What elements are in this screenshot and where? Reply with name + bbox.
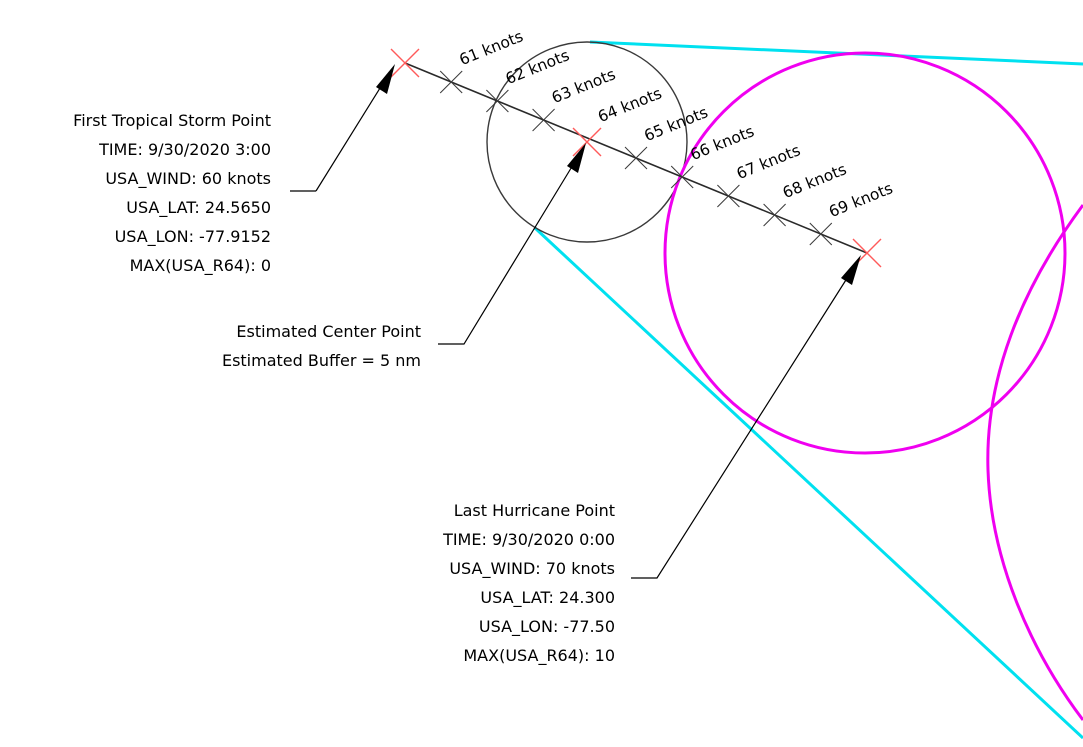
interpolated-point-marker — [763, 203, 786, 227]
swath-lower-edge — [533, 226, 1083, 740]
last-point-lon: USA_LON: -77.50 — [479, 617, 615, 637]
estimated-point-arrowhead — [567, 143, 586, 173]
estimated-point-annotation: Estimated Center Point Estimated Buffer … — [222, 322, 421, 370]
last-point-wind: USA_WIND: 70 knots — [449, 559, 615, 579]
last-point-leader — [631, 271, 852, 579]
last-point-lat: USA_LAT: 24.300 — [480, 588, 615, 608]
first-point-arrowhead — [376, 64, 395, 94]
last-point-r64: MAX(USA_R64): 10 — [463, 646, 615, 666]
estimated-point-title: Estimated Center Point — [236, 322, 421, 341]
estimated-point-buffer: Estimated Buffer = 5 nm — [222, 351, 421, 370]
first-point-lon: USA_LON: -77.9152 — [115, 227, 271, 247]
interpolated-wind-label: 66 knots — [688, 122, 757, 164]
interpolated-wind-label: 62 knots — [503, 46, 572, 88]
interpolated-point-marker — [670, 165, 694, 189]
first-point-marker — [390, 48, 420, 78]
last-point-time: TIME: 9/30/2020 0:00 — [442, 530, 615, 549]
swath-upper-edge — [589, 40, 1083, 66]
first-point-leader — [315, 79, 386, 192]
first-point-time: TIME: 9/30/2020 3:00 — [98, 140, 271, 159]
next-hurricane-buffer-arc — [986, 204, 1083, 721]
interpolated-wind-label: 67 knots — [734, 141, 803, 183]
first-point-wind: USA_WIND: 60 knots — [105, 169, 271, 189]
estimated-buffer-circle — [486, 41, 688, 243]
last-point-title: Last Hurricane Point — [454, 501, 615, 520]
interpolated-point-marker — [486, 89, 509, 113]
first-point-annotation: First Tropical Storm Point TIME: 9/30/20… — [73, 111, 271, 276]
interpolated-point-marker — [439, 70, 463, 94]
interpolated-wind-label: 64 knots — [595, 84, 664, 126]
first-point-title: First Tropical Storm Point — [73, 111, 271, 130]
last-point-arrowhead — [841, 255, 861, 285]
interpolated-wind-label: 61 knots — [457, 27, 526, 69]
hurricane-buffer-circle — [663, 51, 1067, 455]
interpolated-wind-label: 63 knots — [549, 65, 618, 107]
interpolated-point-marker — [532, 108, 555, 132]
interpolated-point-marker — [809, 222, 833, 246]
first-point-r64: MAX(USA_R64): 0 — [130, 256, 271, 276]
interpolated-point-marker — [624, 146, 648, 170]
estimated-center-marker — [572, 127, 602, 157]
first-point-lat: USA_LAT: 24.5650 — [126, 198, 271, 218]
estimated-point-leader — [438, 159, 577, 345]
last-point-annotation: Last Hurricane Point TIME: 9/30/2020 0:0… — [442, 501, 615, 666]
interpolated-wind-label: 68 knots — [780, 160, 849, 202]
interpolated-wind-label: 69 knots — [826, 179, 895, 221]
interpolated-point-marker — [717, 184, 740, 208]
